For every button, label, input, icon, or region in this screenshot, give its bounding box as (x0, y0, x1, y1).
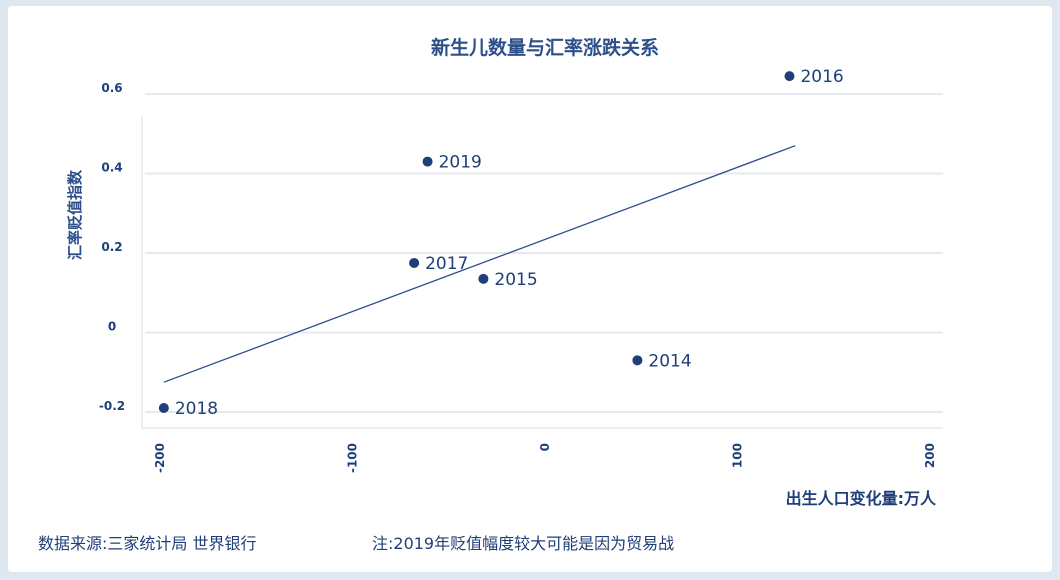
data-point-2016 (784, 71, 795, 82)
data-label-2014: 2014 (648, 351, 691, 371)
data-label-2017: 2017 (425, 254, 468, 274)
data-point-2017 (409, 257, 420, 268)
x-tick-label: 0 (538, 443, 552, 451)
trend-layer (163, 145, 796, 383)
data-source-note: 数据来源:三家统计局 世界银行 (38, 534, 257, 553)
y-tick-label: 0.4 (101, 161, 122, 175)
y-tick-label: -0.2 (99, 399, 125, 413)
data-point-2014 (632, 355, 643, 366)
data-point-2019 (422, 156, 433, 167)
x-axis-label: 出生人口变化量:万人 (786, 489, 937, 508)
x-tick-label: 100 (731, 443, 745, 468)
grid-layer (141, 93, 943, 429)
data-point-2018 (158, 403, 169, 414)
y-tick-labels: 0.6 0.4 0.2 0 -0.2 (99, 81, 125, 413)
y-tick-label: 0 (108, 320, 116, 334)
data-label-2015: 2015 (494, 270, 537, 290)
chart-card (8, 6, 1052, 572)
x-tick-label: -200 (153, 443, 167, 473)
x-tick-label: -100 (346, 443, 360, 473)
data-point-2015 (478, 273, 489, 284)
data-label-2016: 2016 (800, 67, 843, 87)
y-tick-label: 0.6 (101, 81, 122, 95)
x-tick-label: 200 (923, 443, 937, 468)
footnote: 注:2019年贬值幅度较大可能是因为贸易战 (372, 534, 675, 553)
data-label-2019: 2019 (439, 153, 482, 173)
y-tick-label: 0.2 (101, 240, 122, 254)
x-tick-labels: -200 -100 0 100 200 (153, 443, 937, 473)
point-layer: 2014 2015 2016 2017 2018 2019 (158, 67, 844, 419)
trend-line (163, 145, 796, 383)
data-label-2018: 2018 (175, 399, 218, 419)
chart-title: 新生儿数量与汇率涨跌关系 (431, 36, 659, 59)
y-axis-label: 汇率贬值指数 (66, 169, 84, 260)
